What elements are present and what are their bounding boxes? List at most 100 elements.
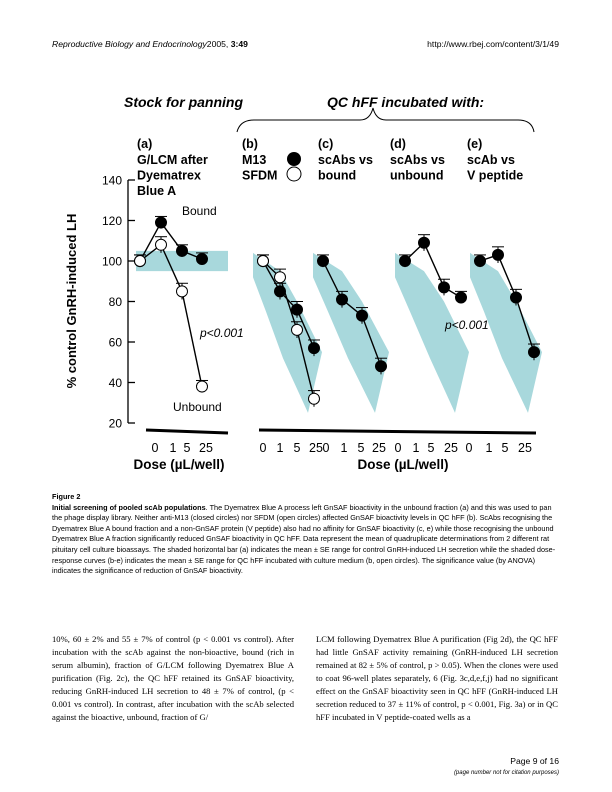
data-point-b-open-2: [291, 323, 303, 336]
panel-letter-e: (e): [467, 137, 482, 151]
x-tick-label-d-1: 1: [413, 441, 420, 455]
page-number-note: (page number not for citation purposes): [453, 770, 559, 776]
data-point-e-closed-1: [492, 248, 504, 261]
x-tick-label-d-5: 5: [428, 441, 435, 455]
y-tick-label-100: 100: [102, 255, 122, 269]
series-line-e-1: [479, 254, 535, 353]
x-tick-label-d-25: 25: [444, 441, 458, 455]
series-line-b-1: [262, 260, 315, 349]
figure-caption-text: . The Dyematrex Blue A process left GnSA…: [52, 502, 556, 576]
panel-label-e-line-2: V peptide: [467, 169, 523, 183]
y-tick-label-40: 40: [109, 376, 123, 390]
x-tick-label-a-0: 0: [152, 441, 159, 455]
legend-open-circle-icon: [286, 166, 302, 182]
x-tick-label-e-5: 5: [502, 441, 509, 455]
x-tick-label-e-0: 0: [466, 441, 473, 455]
series-line-c-1: [322, 260, 382, 367]
panel-label-e-line-1: scAb vs: [467, 153, 515, 167]
journal-year: 2005,: [206, 39, 231, 49]
figure-heading-stock: Stock for panning: [124, 94, 243, 110]
x-tick-label-b-25: 25: [309, 441, 323, 455]
figure-label: Figure 2: [52, 492, 81, 501]
panel-label-d-line-1: scAbs vs: [390, 153, 445, 167]
data-point-a-closed-2: [176, 244, 188, 257]
data-point-b-open-3: [308, 392, 320, 405]
label-unbound: Unbound: [173, 400, 222, 414]
x-tick-label-c-25: 25: [372, 441, 386, 455]
y-axis-title: % control GnRH-induced LH: [64, 214, 79, 389]
y-tick-label-140: 140: [102, 174, 122, 188]
y-tick-label-20: 20: [109, 417, 123, 431]
panel-letter-d: (d): [390, 137, 406, 151]
data-point-d-closed-0: [399, 255, 411, 267]
journal-volume: 3:49: [230, 39, 248, 49]
y-tick-label-120: 120: [102, 214, 122, 228]
x-tick-label-b-1: 1: [277, 441, 284, 455]
body-text-right-column: LCM following Dyematrex Blue A purificat…: [316, 634, 558, 723]
panel-label-d-line-2: unbound: [390, 169, 443, 183]
x-tick-label-a-25: 25: [199, 441, 213, 455]
panel-letter-a: (a): [137, 137, 152, 151]
x-tick-label-c-0: 0: [323, 441, 330, 455]
page-number: Page 9 of 16: [510, 756, 559, 766]
data-point-d-closed-3: [455, 291, 467, 304]
data-point-b-closed-3: [308, 342, 320, 355]
label-bound: Bound: [182, 204, 217, 218]
data-point-a-open-3: [196, 380, 208, 393]
journal-name: Reproductive Biology and Endocrinology: [52, 39, 207, 49]
response-band-b: [253, 252, 322, 413]
running-header-url[interactable]: http://www.rbej.com/content/3/1/49: [427, 39, 559, 49]
data-point-c-closed-3: [375, 360, 387, 373]
x-tick-label-d-0: 0: [395, 441, 402, 455]
figure-heading-qc-hff: QC hFF incubated with:: [327, 94, 484, 110]
x-tick-label-c-5: 5: [358, 441, 365, 455]
data-point-c-closed-0: [317, 255, 329, 267]
x-tick-label-a-5: 5: [184, 441, 191, 455]
x-tick-label-a-1: 1: [170, 441, 177, 455]
panel-label-c-line-1: scAbs vs: [318, 153, 373, 167]
series-line-d-1: [404, 241, 462, 299]
running-header-journal: Reproductive Biology and Endocrinology20…: [52, 39, 248, 49]
panel-letter-b: (b): [242, 137, 258, 151]
x-tick-label-e-25: 25: [518, 441, 532, 455]
y-tick-label-60: 60: [109, 336, 123, 350]
body-text-left-column: 10%, 60 ± 2% and 55 ± 7% of control (p <…: [52, 634, 294, 723]
figure-caption: Figure 2 Initial screening of pooled scA…: [52, 492, 562, 577]
x-axis-title-b-e: Dose (µL/well): [357, 457, 448, 472]
x-tick-label-b-5: 5: [294, 441, 301, 455]
label-p-value-d: p<0.001: [444, 318, 489, 332]
data-point-b-open-1: [274, 271, 286, 284]
x-axis-line-a: [145, 428, 229, 435]
x-tick-label-b-0: 0: [260, 441, 267, 455]
panel-label-a-line-1: G/LCM after: [137, 153, 208, 167]
x-axis-line-b-e: [258, 428, 537, 435]
series-line-a-1: [139, 221, 203, 262]
panel-label-c-line-2: bound: [318, 169, 356, 183]
panel-label-a-line-2: Dyematrex: [137, 169, 201, 183]
data-point-d-closed-1: [418, 236, 430, 249]
data-point-a-open-1: [155, 238, 167, 251]
data-point-c-closed-2: [356, 309, 368, 322]
series-line-a-2: [139, 243, 203, 387]
data-point-a-open-0: [134, 255, 146, 267]
data-point-a-closed-1: [155, 216, 167, 229]
x-tick-label-e-1: 1: [486, 441, 493, 455]
data-point-b-open-0: [257, 255, 269, 267]
panel-label-b-line-1: M13: [242, 153, 266, 167]
data-point-b-closed-2: [291, 303, 303, 316]
figure-2: Stock for panning QC hFF incubated with: (…: [40, 80, 580, 485]
legend-closed-circle-icon: [287, 152, 301, 166]
y-tick-label-80: 80: [109, 295, 123, 309]
response-band-c: [313, 252, 389, 413]
data-point-e-closed-2: [510, 291, 522, 304]
data-point-d-closed-2: [438, 281, 450, 294]
panel-label-a-line-3: Blue A: [137, 184, 176, 198]
panel-label-b-line-2: SFDM: [242, 169, 277, 183]
x-axis-title-a: Dose (µL/well): [133, 457, 224, 472]
response-band-d: [395, 252, 469, 413]
data-point-e-closed-0: [474, 255, 486, 267]
data-point-b-closed-1: [274, 285, 286, 298]
label-p-value-a: p<0.001: [199, 326, 244, 340]
x-tick-label-c-1: 1: [341, 441, 348, 455]
series-line-b-2: [262, 260, 315, 399]
